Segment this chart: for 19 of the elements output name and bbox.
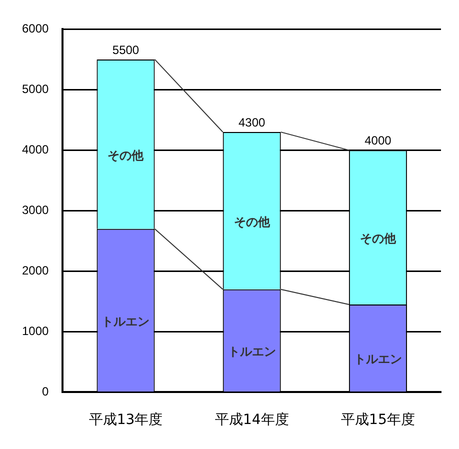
y-tick-label: 5000: [22, 82, 50, 96]
series-label: その他: [108, 148, 145, 162]
text: その他: [360, 231, 396, 246]
x-tick-label: 平成13年度: [88, 412, 163, 428]
total-label: 5500: [112, 42, 140, 57]
y-tick-label: 3000: [22, 203, 50, 218]
y-tick-label: 2000: [22, 264, 50, 278]
y-tick-label: 1000: [22, 324, 50, 338]
x-tick-label: 平成14年度: [214, 412, 289, 428]
y-tick-label: 0: [42, 384, 50, 399]
text: トルエン: [228, 344, 276, 359]
y-tick-label: 4000: [22, 142, 50, 157]
x-tick-label: 平成15年度: [341, 412, 415, 428]
text: トルエン: [354, 352, 402, 366]
y-tick-label: 6000: [22, 22, 50, 36]
total-label: 4300: [238, 115, 266, 130]
series-label: トルエン: [102, 314, 150, 328]
total-label: 4000: [364, 134, 392, 148]
text: その他: [234, 214, 270, 229]
